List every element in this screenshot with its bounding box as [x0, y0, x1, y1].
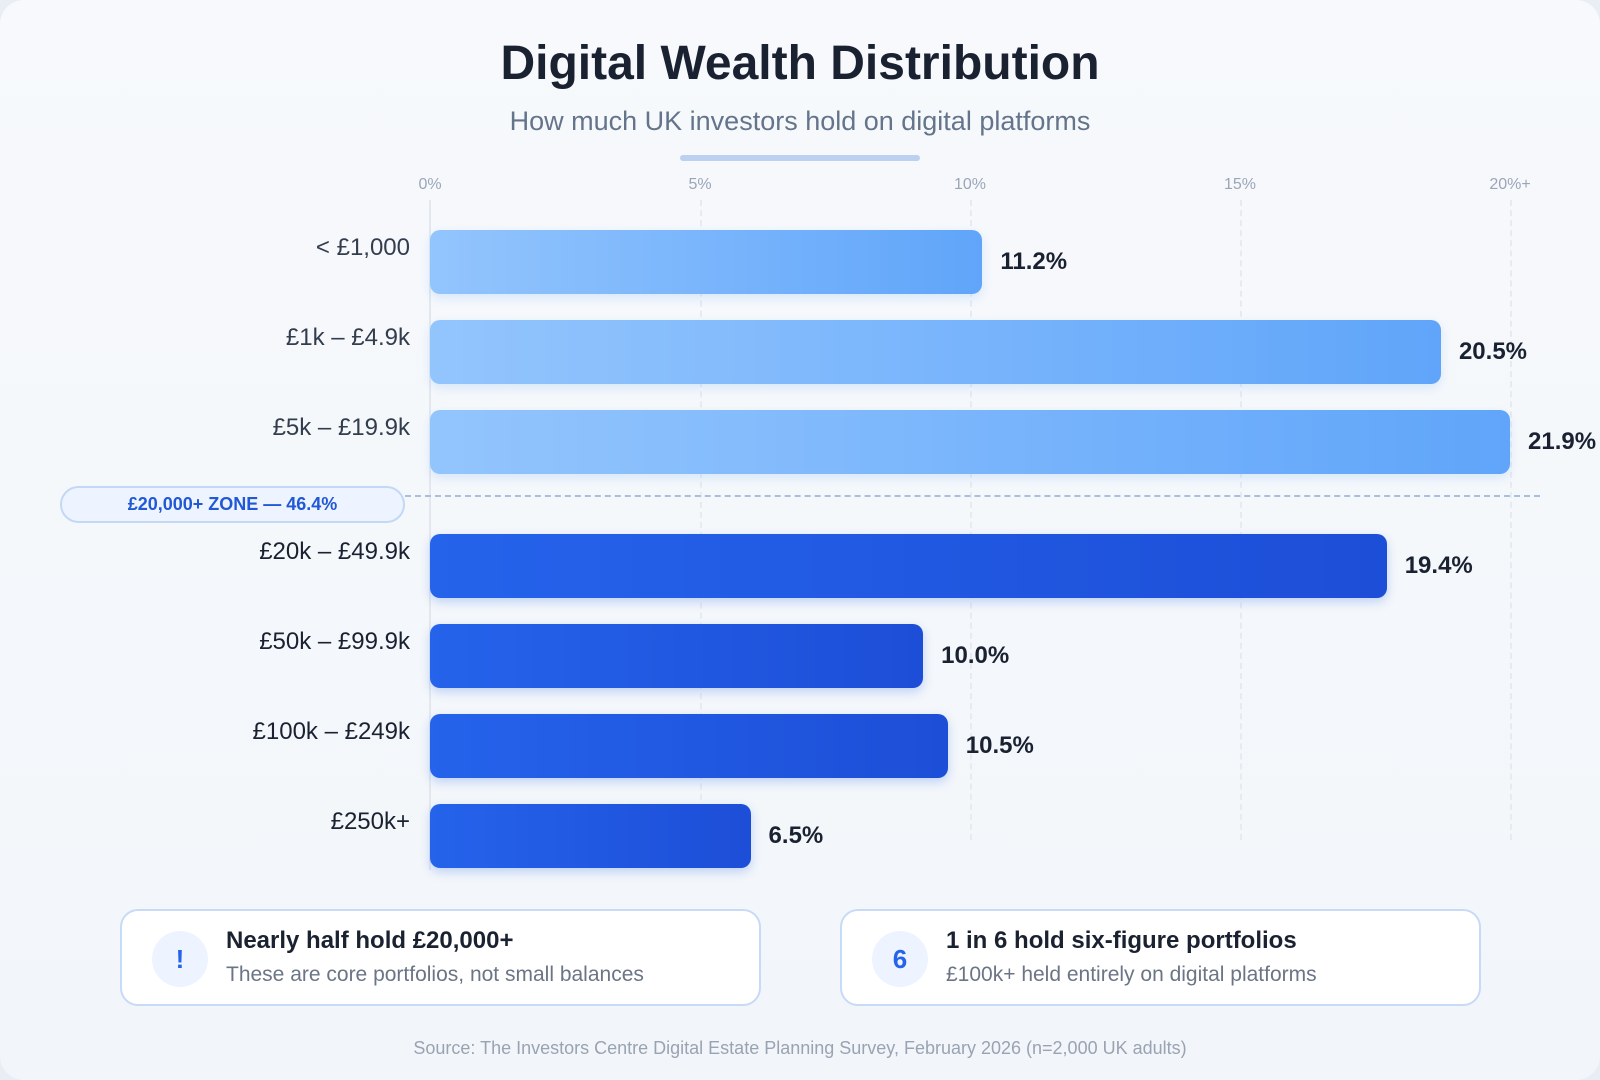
value-label: 6.5% [768, 822, 824, 849]
zone-annotation: £20,000+ ZONE — 46.4% [60, 486, 405, 523]
category-label: £100k – £249k [252, 718, 410, 745]
x-tick-label: 0% [418, 176, 442, 193]
exclamation-icon: ! [152, 931, 208, 987]
x-tick-label: 10% [953, 176, 987, 193]
chart-subtitle: How much UK investors hold on digital pl… [509, 106, 1091, 136]
bar [430, 804, 751, 868]
title-underline [680, 155, 920, 161]
gridline [970, 200, 972, 840]
value-label: 10.5% [965, 732, 1034, 759]
value-label: 10.0% [941, 642, 1010, 669]
zone-divider [405, 495, 1540, 497]
category-label: £5k – £19.9k [272, 414, 410, 441]
value-label: 21.9% [1528, 428, 1597, 455]
bar [430, 320, 1441, 384]
x-tick-label: 20%+ [1489, 176, 1531, 193]
callout-card-six-figure: 6 1 in 6 hold six-figure portfolios £100… [840, 909, 1481, 1006]
gridline [1510, 200, 1512, 840]
axis-baseline [429, 200, 431, 870]
number-six-icon: 6 [872, 931, 928, 987]
gridline [1240, 200, 1242, 840]
source-note: Source: The Investors Centre Digital Est… [413, 1038, 1187, 1058]
bar [430, 534, 1387, 598]
x-tick-label: 15% [1223, 176, 1257, 193]
callout-text: These are core portfolios, not small bal… [226, 963, 644, 986]
category-label: < £1,000 [315, 234, 410, 261]
x-tick-label: 5% [688, 176, 712, 193]
gridline [700, 200, 702, 840]
bar [430, 410, 1510, 474]
bar [430, 714, 948, 778]
bar [430, 624, 924, 688]
value-label: 19.4% [1404, 552, 1473, 579]
category-label: £50k – £99.9k [259, 628, 410, 655]
callout-card-half: ! Nearly half hold £20,000+ These are co… [120, 909, 761, 1006]
callout-text: £100k+ held entirely on digital platform… [946, 963, 1317, 986]
category-label: £1k – £4.9k [285, 324, 410, 351]
callout-heading: 1 in 6 hold six-figure portfolios [946, 927, 1297, 954]
chart-title: Digital Wealth Distribution [500, 37, 1100, 90]
category-label: £250k+ [330, 808, 410, 835]
bar [430, 230, 983, 294]
value-label: 11.2% [1000, 248, 1068, 275]
callout-heading: Nearly half hold £20,000+ [226, 927, 514, 954]
value-label: 20.5% [1458, 338, 1528, 365]
category-label: £20k – £49.9k [259, 538, 410, 565]
